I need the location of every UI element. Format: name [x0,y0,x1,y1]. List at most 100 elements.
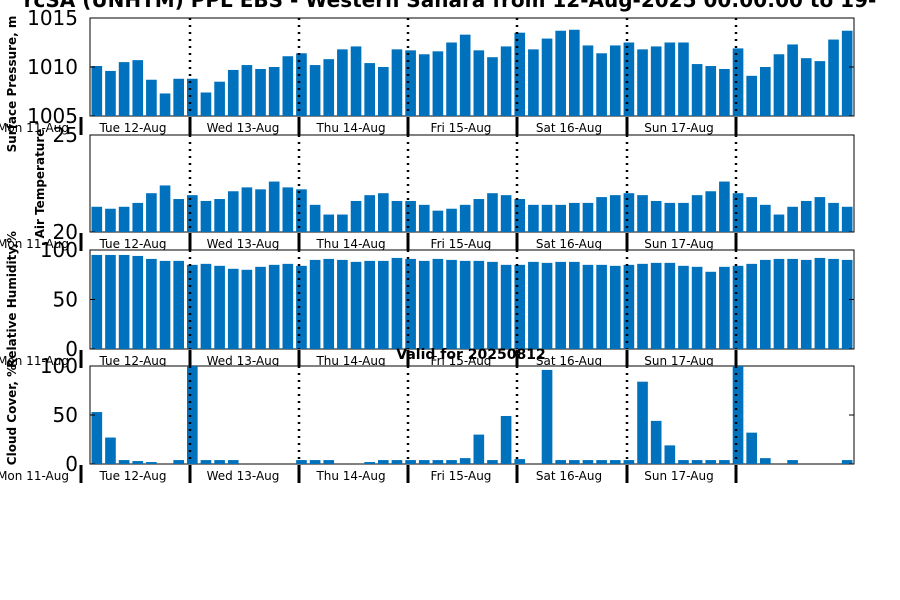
bar [405,200,416,232]
bar [582,202,594,232]
x-tick-label: Tue 12-Aug [98,121,166,135]
bar [623,42,635,116]
bar [787,460,798,464]
y-axis-label: Relative Humidity,% [5,231,19,368]
x-tick-label: Fri 15-Aug [431,237,492,251]
bar [500,195,512,232]
x-tick-label: Fri 15-Aug [431,121,492,135]
x-tick-label: Wed 13-Aug [207,354,280,368]
bar [746,197,757,232]
x-tick-label: Wed 13-Aug [207,237,280,251]
bar [255,266,266,349]
bar [719,68,730,116]
bar [841,206,853,232]
bar [159,93,171,116]
y-tick-label: 50 [53,403,78,427]
bar [323,460,335,464]
bar [173,260,184,349]
bar [227,460,239,464]
y-tick-label: 0 [65,337,78,361]
bar [459,34,471,116]
bar [746,75,757,116]
bar [214,81,225,116]
bar [432,460,444,464]
bar [623,193,635,232]
bar [596,460,607,464]
bar [459,260,471,349]
bar [814,257,826,349]
bar [296,460,307,464]
bar [569,261,580,349]
x-tick-label: Sat 16-Aug [536,121,602,135]
bar [159,260,171,349]
bar [732,265,744,349]
bar [623,264,635,349]
bar [500,415,512,464]
bar [91,254,103,349]
y-tick-label: 100 [40,238,78,262]
bar [528,204,539,232]
bar [541,204,553,232]
bar [760,458,771,464]
bar [200,92,212,116]
bar [282,263,294,349]
bar [569,460,580,464]
bar [514,199,526,232]
bar [487,460,498,464]
x-tick-label: Wed 13-Aug [207,469,280,483]
x-tick-label: Tue 12-Aug [98,237,166,251]
bar [555,460,566,464]
bar [200,263,212,349]
bar [609,460,621,464]
bar [814,197,826,232]
bar [691,460,703,464]
bar [650,420,662,464]
bar [91,206,103,232]
figure-title: rcSA (UNHTM) PPL EBS - Western Sahara fr… [24,0,877,12]
bar [105,254,116,349]
bar [719,460,730,464]
x-tick-label: Sat 16-Aug [536,469,602,483]
bar [132,461,144,464]
bar [528,261,539,349]
bar [541,369,553,464]
bar [391,257,403,349]
bar [705,66,717,116]
bar [268,264,280,349]
bar [309,460,321,464]
bar [609,45,621,116]
y-axis-label: Surface Pressure, m [5,16,19,153]
bar [268,181,280,232]
bar [500,264,512,349]
bar [378,260,389,349]
bar [732,48,744,116]
bar [105,70,116,116]
bar [350,200,362,232]
surface-pressure-panel: 1005 1010 1015 Mon 11-Aug Tue 12-Aug Wed 13-A… [0,6,855,153]
bar [132,202,144,232]
bar [691,266,703,349]
bar [596,264,607,349]
bar [800,200,812,232]
bar [828,258,839,349]
y-axis-label: Air Temperature [33,129,47,239]
x-tick-label: Sun 17-Aug [644,354,713,368]
bar [105,437,116,464]
bar [732,193,744,232]
bar [132,255,144,349]
bar [787,206,798,232]
bar [637,49,648,116]
bar [637,263,648,349]
bar [378,460,389,464]
bar [446,460,457,464]
x-tick-label: Mon 11-Aug [0,469,69,483]
x-tick-label: Mon 11-Aug [0,121,69,135]
bar [255,68,266,116]
bar [378,67,389,116]
bar [446,208,457,232]
bar [364,195,375,232]
bar [719,266,730,349]
bar [473,260,485,349]
